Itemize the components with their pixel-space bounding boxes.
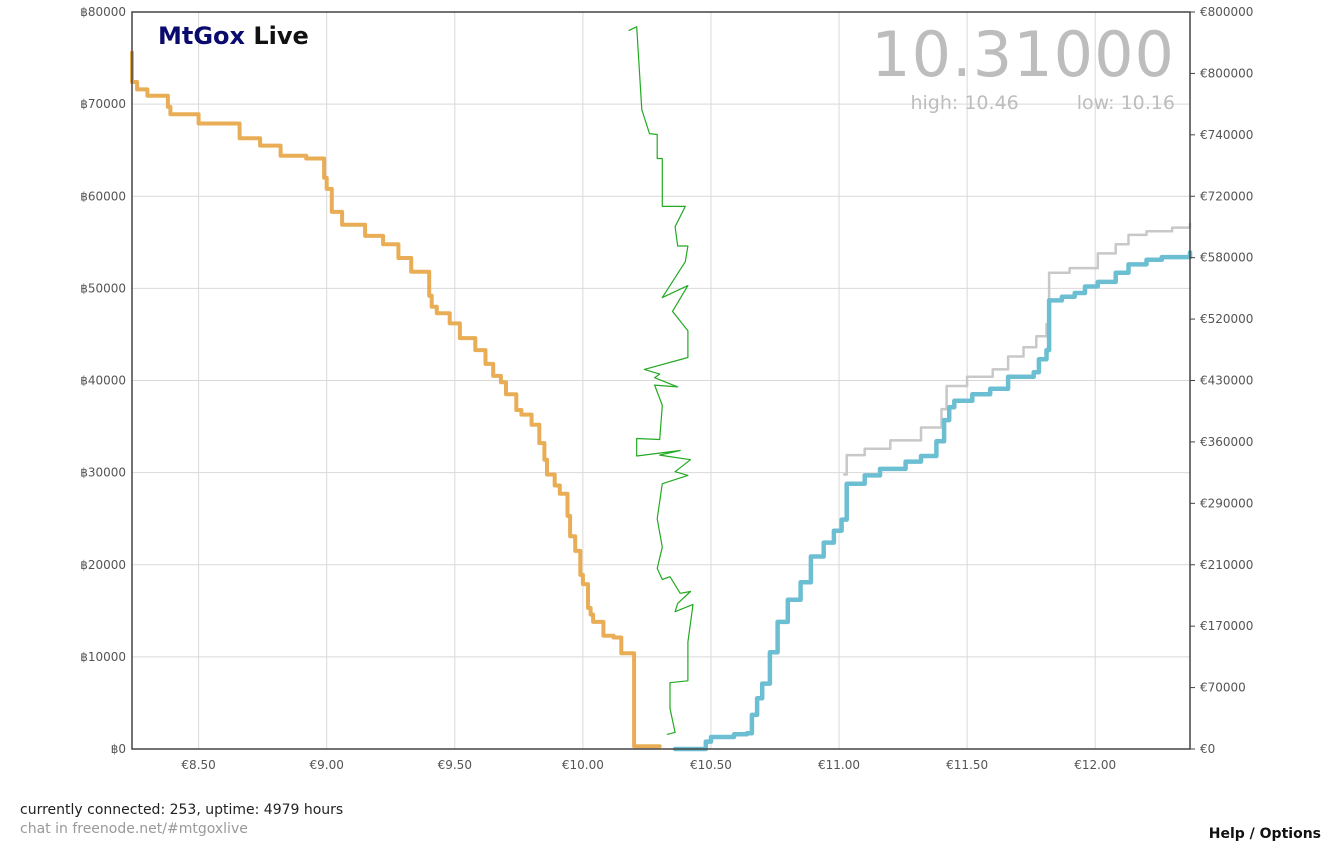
y-right-tick-label: €720000 xyxy=(1200,189,1253,203)
y-axis-left: ฿0 ฿10000 ฿20000 ฿30000 ฿40000 ฿50000 ฿60000 ฿7… xyxy=(80,5,126,756)
y-right-tick-label: €800000 xyxy=(1200,5,1253,19)
plot-frame xyxy=(131,11,1191,750)
x-axis: €8.50 €9.00 €9.50 €10.00 €10.50 €11.00 €11.50 €… xyxy=(181,758,1116,772)
y-right-tick-label: €740000 xyxy=(1200,128,1253,142)
chat-link[interactable]: freenode.net/#mtgoxlive xyxy=(72,821,248,837)
last-price: 10.31000 xyxy=(871,18,1175,91)
brand-sub: Live xyxy=(253,22,309,50)
y-right-tick-label: €360000 xyxy=(1200,435,1253,449)
series-asks-outline xyxy=(842,222,1192,476)
x-tick-label: €9.00 xyxy=(310,758,344,772)
x-tick-label: €8.50 xyxy=(181,758,215,772)
series-layer xyxy=(130,26,1193,752)
y-left-tick-label: ฿70000 xyxy=(80,97,126,111)
y-left-tick-label: ฿60000 xyxy=(80,189,126,203)
y-right-tick-label: €580000 xyxy=(1200,251,1253,265)
x-tick-label: €12.00 xyxy=(1074,758,1116,772)
footer: currently connected: 253, uptime: 4979 h… xyxy=(20,801,343,839)
x-tick-label: €11.50 xyxy=(946,758,988,772)
series-bids xyxy=(130,50,662,749)
high-label: high: 10.46 xyxy=(910,92,1019,114)
y-left-tick-label: ฿0 xyxy=(111,742,126,756)
y-right-tick-label: €430000 xyxy=(1200,374,1253,388)
x-tick-label: €11.00 xyxy=(818,758,860,772)
series-asks xyxy=(672,250,1193,752)
depth-chart: €8.50 €9.00 €9.50 €10.00 €10.50 €11.00 €11.50 €… xyxy=(80,5,1253,772)
y-left-tick-label: ฿80000 xyxy=(80,5,126,19)
y-left-tick-label: ฿20000 xyxy=(80,558,126,572)
high-low: high: 10.46 low: 10.16 xyxy=(910,92,1175,114)
x-tick-label: €10.50 xyxy=(690,758,732,772)
chat-line: chat in freenode.net/#mtgoxlive xyxy=(20,820,343,839)
series-price-history xyxy=(628,26,694,735)
y-right-tick-label: €520000 xyxy=(1200,312,1253,326)
y-right-tick-label: €210000 xyxy=(1200,558,1253,572)
y-left-tick-label: ฿30000 xyxy=(80,466,126,480)
connection-status: currently connected: 253, uptime: 4979 h… xyxy=(20,802,344,818)
x-tick-label: €9.50 xyxy=(438,758,472,772)
y-right-tick-label: €290000 xyxy=(1200,496,1253,510)
y-axis-right: €0 €70000 €170000 €210000 €290000 €360000 €430… xyxy=(1190,5,1253,756)
y-right-tick-label: €170000 xyxy=(1200,619,1253,633)
brand-title: MtGox Live xyxy=(158,22,309,50)
y-left-tick-label: ฿50000 xyxy=(80,281,126,295)
chat-prefix: chat in xyxy=(20,821,68,837)
y-left-tick-label: ฿40000 xyxy=(80,374,126,388)
y-right-tick-label: €800000 xyxy=(1200,66,1253,80)
y-right-tick-label: €0 xyxy=(1200,742,1215,756)
low-label: low: 10.16 xyxy=(1076,92,1175,114)
y-right-tick-label: €70000 xyxy=(1200,681,1246,695)
y-left-tick-label: ฿10000 xyxy=(80,650,126,664)
help-options-link[interactable]: Help / Options xyxy=(1208,826,1321,842)
x-tick-label: €10.00 xyxy=(562,758,604,772)
brand-main: MtGox xyxy=(158,22,246,50)
